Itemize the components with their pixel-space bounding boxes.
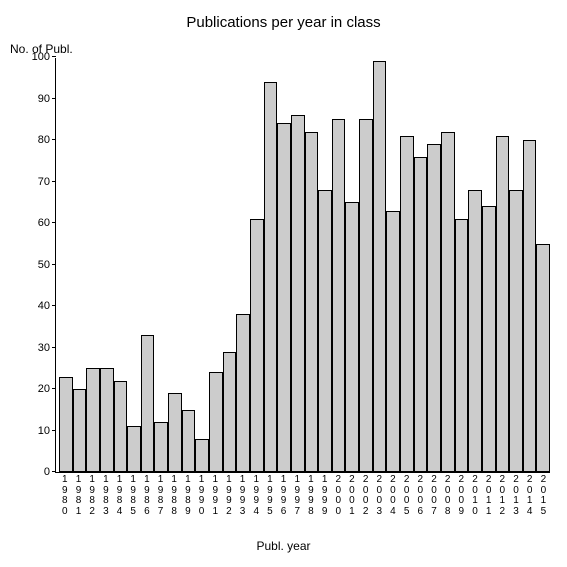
x-tick-label: 2010 [468, 475, 482, 517]
bar [127, 426, 141, 472]
x-tick-label: 2007 [427, 475, 441, 517]
bar [86, 368, 100, 472]
x-tick-label: 1986 [140, 475, 154, 517]
y-tick-mark [52, 264, 56, 265]
x-tick-label: 2014 [523, 475, 537, 517]
y-tick-label: 100 [32, 51, 56, 63]
bar [154, 422, 168, 472]
bar [277, 123, 291, 472]
x-tick-label: 1994 [249, 475, 263, 517]
y-tick-mark [52, 388, 56, 389]
y-tick-label: 20 [38, 383, 56, 395]
bar [73, 389, 87, 472]
y-tick-mark [52, 98, 56, 99]
x-tick-label: 2015 [537, 475, 551, 517]
x-tick-label: 1999 [318, 475, 332, 517]
bar [482, 206, 496, 472]
bar [236, 314, 250, 472]
bar [523, 140, 537, 472]
bar [264, 82, 278, 472]
plot-area: 0102030405060708090100 [55, 58, 550, 473]
bar [100, 368, 114, 472]
bar [359, 119, 373, 472]
chart-title: Publications per year in class [0, 14, 567, 31]
x-tick-label: 2000 [331, 475, 345, 517]
x-tick-label: 1990 [195, 475, 209, 517]
y-tick-label: 10 [38, 425, 56, 437]
bar [305, 132, 319, 472]
bar [496, 136, 510, 472]
bar [250, 219, 264, 472]
bar [455, 219, 469, 472]
bar [400, 136, 414, 472]
bar [536, 244, 550, 472]
x-tick-label: 1995 [263, 475, 277, 517]
bar [427, 144, 441, 472]
y-tick-mark [52, 181, 56, 182]
x-tick-label: 1981 [72, 475, 86, 517]
y-tick-mark [52, 471, 56, 472]
bar [223, 352, 237, 472]
y-tick-label: 90 [38, 93, 56, 105]
bar [332, 119, 346, 472]
bar [291, 115, 305, 472]
x-tick-labels: 1980198119821983198419851986198719881989… [55, 475, 550, 517]
x-tick-label: 1996 [277, 475, 291, 517]
bar [468, 190, 482, 472]
y-tick-label: 30 [38, 342, 56, 354]
x-tick-label: 2002 [359, 475, 373, 517]
bar [373, 61, 387, 472]
bar [318, 190, 332, 472]
x-tick-label: 1988 [167, 475, 181, 517]
x-tick-label: 2012 [496, 475, 510, 517]
bar [345, 202, 359, 472]
x-tick-label: 1985 [126, 475, 140, 517]
y-tick-mark [52, 305, 56, 306]
bar [141, 335, 155, 472]
x-tick-label: 1984 [113, 475, 127, 517]
bar [209, 372, 223, 472]
bar [168, 393, 182, 472]
y-tick-label: 50 [38, 259, 56, 271]
x-tick-label: 1998 [304, 475, 318, 517]
y-tick-mark [52, 139, 56, 140]
x-tick-label: 2001 [345, 475, 359, 517]
x-tick-label: 1991 [208, 475, 222, 517]
x-tick-label: 1980 [58, 475, 72, 517]
x-tick-label: 1989 [181, 475, 195, 517]
x-tick-label: 2004 [386, 475, 400, 517]
bar [441, 132, 455, 472]
x-axis-label: Publ. year [0, 539, 567, 553]
x-tick-label: 1982 [85, 475, 99, 517]
x-tick-label: 2008 [441, 475, 455, 517]
y-tick-label: 40 [38, 300, 56, 312]
x-tick-label: 1992 [222, 475, 236, 517]
bar [414, 157, 428, 472]
bar [114, 381, 128, 472]
y-tick-label: 80 [38, 134, 56, 146]
bars-group [56, 58, 550, 472]
x-tick-label: 1993 [236, 475, 250, 517]
x-tick-label: 1987 [154, 475, 168, 517]
bar [386, 211, 400, 472]
bar [182, 410, 196, 472]
x-tick-label: 1997 [290, 475, 304, 517]
y-tick-mark [52, 56, 56, 57]
y-tick-mark [52, 347, 56, 348]
x-tick-label: 2005 [400, 475, 414, 517]
chart-container: Publications per year in class No. of Pu… [0, 0, 567, 567]
x-tick-label: 2009 [454, 475, 468, 517]
y-tick-mark [52, 222, 56, 223]
x-tick-label: 2013 [509, 475, 523, 517]
x-tick-label: 1983 [99, 475, 113, 517]
x-tick-label: 2003 [372, 475, 386, 517]
x-tick-label: 2011 [482, 475, 496, 517]
bar [509, 190, 523, 472]
x-tick-label: 2006 [413, 475, 427, 517]
bar [59, 377, 73, 472]
bar [195, 439, 209, 472]
y-tick-label: 70 [38, 176, 56, 188]
y-tick-mark [52, 430, 56, 431]
y-tick-label: 60 [38, 217, 56, 229]
